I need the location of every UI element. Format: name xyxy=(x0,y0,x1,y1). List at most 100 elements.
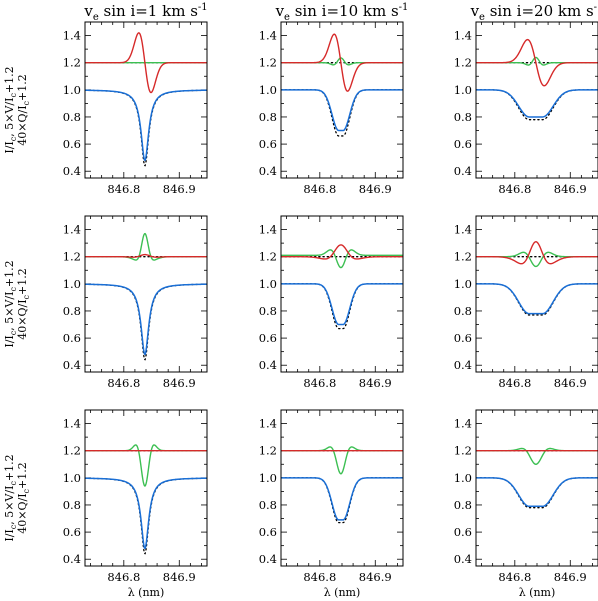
y-tick-label: 1.2 xyxy=(259,250,277,264)
stokes-q-line xyxy=(281,249,403,269)
stokes-q-line xyxy=(281,57,403,66)
stokes-i-line xyxy=(281,283,403,326)
x-tick-label: 846.9 xyxy=(554,182,587,196)
stokes-i-reference-dotted xyxy=(476,477,598,509)
stokes-i-line xyxy=(281,477,403,521)
svg-text:40×Q/Ic+1.2: 40×Q/Ic+1.2 xyxy=(16,462,31,534)
x-tick-label: 846.9 xyxy=(359,376,392,390)
y-tick-label: 0.6 xyxy=(454,525,472,539)
plot-frame xyxy=(84,215,208,373)
axis-ticks xyxy=(476,410,598,566)
y-tick-label: 0.8 xyxy=(259,498,277,512)
stokes-v-line xyxy=(85,32,207,94)
y-tick-label: 1.4 xyxy=(63,417,81,431)
y-tick-label: 0.8 xyxy=(63,304,81,318)
y-tick-label: 1.2 xyxy=(63,250,81,264)
y-tick-label: 0.8 xyxy=(259,110,277,124)
svg-text:40×Q/Ic+1.2: 40×Q/Ic+1.2 xyxy=(16,268,31,340)
y-tick-label: 1.2 xyxy=(63,56,81,70)
x-axis-label-col-3: λ (nm) xyxy=(519,586,556,599)
x-tick-label: 846.8 xyxy=(303,182,336,196)
y-tick-label: 1.4 xyxy=(454,223,472,237)
y-tick-label: 1.2 xyxy=(454,444,472,458)
y-tick-label: 1.2 xyxy=(454,250,472,264)
x-axis-label-col-2: λ (nm) xyxy=(324,586,361,599)
plot-frame xyxy=(280,215,404,373)
x-tick-label: 846.8 xyxy=(498,376,531,390)
x-tick-label: 846.8 xyxy=(498,570,531,584)
y-tick-label: 0.4 xyxy=(454,164,472,178)
x-tick-label: 846.9 xyxy=(163,376,196,390)
column-title-1: ve sin i=1 km s-1 xyxy=(83,2,207,23)
axis-ticks xyxy=(281,22,403,178)
stokes-q-line xyxy=(476,251,598,268)
y-tick-label: 0.6 xyxy=(259,137,277,151)
x-tick-label: 846.8 xyxy=(303,570,336,584)
x-tick-label: 846.9 xyxy=(359,570,392,584)
x-tick-label: 846.8 xyxy=(107,376,140,390)
stokes-v-line xyxy=(281,33,403,92)
y-tick-label: 1.0 xyxy=(454,471,472,485)
stokes-v-line xyxy=(476,38,598,87)
y-tick-label: 0.6 xyxy=(454,137,472,151)
x-tick-label: 846.8 xyxy=(107,182,140,196)
panel-r2-c2: 0.4 0.6 0.8 1.0 1.2 1.4 846.8 846.9 xyxy=(259,215,404,390)
column-title-2: ve sin i=10 km s-1 xyxy=(275,2,409,23)
svg-text:I/Ic, 5×V/Ic+1.2: I/Ic, 5×V/Ic+1.2 xyxy=(3,454,18,541)
y-tick-label: 0.4 xyxy=(259,358,277,372)
stokes-i-line xyxy=(85,283,207,356)
y-tick-label: 1.0 xyxy=(63,471,81,485)
y-tick-label: 1.2 xyxy=(454,56,472,70)
y-tick-label: 1.4 xyxy=(63,29,81,43)
x-tick-label: 846.9 xyxy=(554,570,587,584)
plot-frame xyxy=(84,409,208,567)
stokes-i-reference-dotted xyxy=(281,89,403,137)
panel-r2-c3: 0.4 0.6 0.8 1.0 1.2 1.4 846.8 846.9 xyxy=(454,215,598,390)
stokes-i-line xyxy=(85,89,207,162)
column-title-3: ve sin i=20 km s-1 xyxy=(470,2,598,23)
y-tick-label: 0.4 xyxy=(454,552,472,566)
y-tick-label: 1.2 xyxy=(63,444,81,458)
stokes-i-reference-dotted xyxy=(476,283,598,316)
panel-r3-c2: 0.4 0.6 0.8 1.0 1.2 1.4 846.8 846.9 xyxy=(259,409,404,584)
y-axis-label-row-2: I/Ic, 5×V/Ic+1.240×Q/Ic+1.2 xyxy=(3,260,31,347)
svg-text:I/Ic, 5×V/Ic+1.2: I/Ic, 5×V/Ic+1.2 xyxy=(3,66,18,153)
x-tick-label: 846.9 xyxy=(163,570,196,584)
y-tick-label: 0.8 xyxy=(259,304,277,318)
y-tick-label: 1.0 xyxy=(259,83,277,97)
y-tick-label: 0.6 xyxy=(63,331,81,345)
y-tick-label: 0.6 xyxy=(454,331,472,345)
plot-frame xyxy=(475,409,598,567)
stokes-q-line xyxy=(476,56,598,66)
axis-ticks xyxy=(281,216,403,372)
axis-ticks xyxy=(281,410,403,566)
axis-ticks xyxy=(476,216,598,372)
y-tick-label: 0.6 xyxy=(63,525,81,539)
stokes-i-reference-dotted xyxy=(85,89,207,167)
plot-frame xyxy=(280,21,404,179)
stokes-i-line xyxy=(476,283,598,315)
panel-r3-c1: 0.4 0.6 0.8 1.0 1.2 1.4 846.8 846.9 xyxy=(63,409,208,584)
x-tick-label: 846.8 xyxy=(498,182,531,196)
panel-r1-c1: 0.4 0.6 0.8 1.0 1.2 1.4 846.8 846.9 xyxy=(63,21,208,196)
y-tick-label: 0.4 xyxy=(454,358,472,372)
axis-ticks xyxy=(476,22,598,178)
stokes-i-line xyxy=(476,477,598,508)
stokes-i-reference-dotted xyxy=(281,477,403,524)
y-tick-label: 1.2 xyxy=(259,56,277,70)
x-tick-label: 846.9 xyxy=(554,376,587,390)
y-tick-label: 1.2 xyxy=(259,444,277,458)
plot-frame xyxy=(280,409,404,567)
y-tick-label: 1.0 xyxy=(259,277,277,291)
y-tick-label: 0.6 xyxy=(63,137,81,151)
y-tick-label: 0.4 xyxy=(63,164,81,178)
y-tick-label: 0.4 xyxy=(259,164,277,178)
stokes-v-line xyxy=(476,241,598,265)
y-tick-label: 0.6 xyxy=(259,525,277,539)
stokes-i-reference-dotted xyxy=(281,283,403,330)
y-tick-label: 1.0 xyxy=(454,277,472,291)
svg-text:I/Ic, 5×V/Ic+1.2: I/Ic, 5×V/Ic+1.2 xyxy=(3,260,18,347)
y-tick-label: 1.0 xyxy=(259,471,277,485)
y-tick-label: 0.6 xyxy=(259,331,277,345)
y-tick-label: 0.8 xyxy=(454,498,472,512)
